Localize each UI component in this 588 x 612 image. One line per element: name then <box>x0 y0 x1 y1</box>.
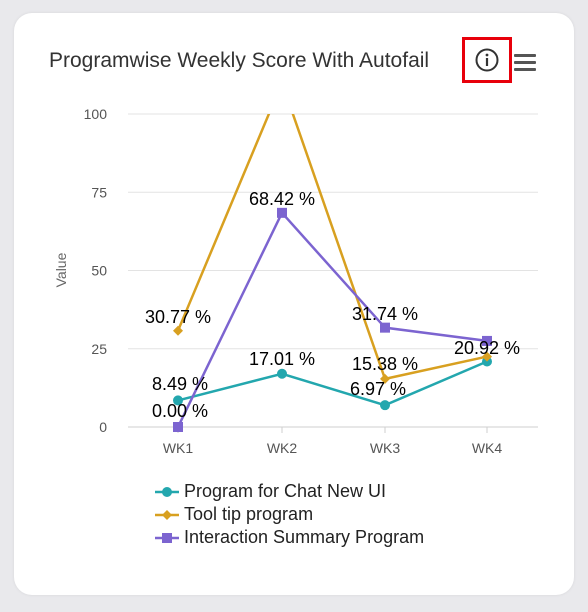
y-axis-title: Value <box>53 252 69 287</box>
y-tick-label: 25 <box>91 341 107 357</box>
chart-menu-button[interactable] <box>514 53 538 75</box>
legend-label: Program for Chat New UI <box>184 481 387 501</box>
chart-card: Programwise Weekly Score With Autofail <box>14 13 574 595</box>
data-point[interactable] <box>277 368 287 379</box>
series-line-2 <box>176 210 488 427</box>
info-button[interactable] <box>462 37 512 83</box>
data-point[interactable] <box>173 395 183 406</box>
x-tick-label: WK1 <box>163 440 194 456</box>
legend-swatch <box>155 509 179 520</box>
info-circle-icon <box>475 48 499 72</box>
data-point[interactable] <box>173 325 183 336</box>
data-point[interactable] <box>482 335 492 346</box>
y-tick-label: 50 <box>91 263 107 279</box>
legend-item[interactable]: Interaction Summary Program <box>155 526 424 549</box>
legend-item[interactable]: Program for Chat New UI <box>155 480 424 503</box>
data-label: 8.49 % <box>152 374 208 394</box>
legend-label: Interaction Summary Program <box>184 527 425 547</box>
data-point[interactable] <box>173 422 183 432</box>
data-label: 15.38 % <box>352 354 418 374</box>
data-label: 17.01 % <box>249 349 315 369</box>
data-label: 68.42 % <box>249 189 315 209</box>
data-label: 0.00 % <box>152 401 208 421</box>
y-tick-label: 0 <box>99 419 107 435</box>
data-label: 30.77 % <box>145 307 211 327</box>
data-point[interactable] <box>482 351 492 362</box>
data-label: 31.74 % <box>352 304 418 324</box>
hamburger-menu-icon <box>514 53 536 57</box>
legend-swatch <box>155 532 179 543</box>
data-label: 6.97 % <box>350 379 406 399</box>
chart-legend: Program for Chat New UI Tool tip program I… <box>155 480 424 549</box>
legend-swatch <box>155 486 179 497</box>
x-tick-label: WK2 <box>267 440 298 456</box>
series-line-0 <box>177 360 488 407</box>
series-line-1 <box>176 114 488 381</box>
y-tick-label: 100 <box>84 106 108 122</box>
x-tick-label: WK3 <box>370 440 401 456</box>
data-point[interactable] <box>380 373 390 384</box>
data-point[interactable] <box>380 322 390 333</box>
data-point[interactable] <box>380 400 390 411</box>
y-tick-label: 75 <box>91 184 107 200</box>
legend-label: Tool tip program <box>184 504 314 524</box>
chart-title: Programwise Weekly Score With Autofail <box>49 49 430 72</box>
data-label: 20.92 % <box>454 338 520 358</box>
x-tick-label: WK4 <box>472 440 503 456</box>
legend-item[interactable]: Tool tip program <box>155 503 424 526</box>
data-point[interactable] <box>277 207 287 218</box>
